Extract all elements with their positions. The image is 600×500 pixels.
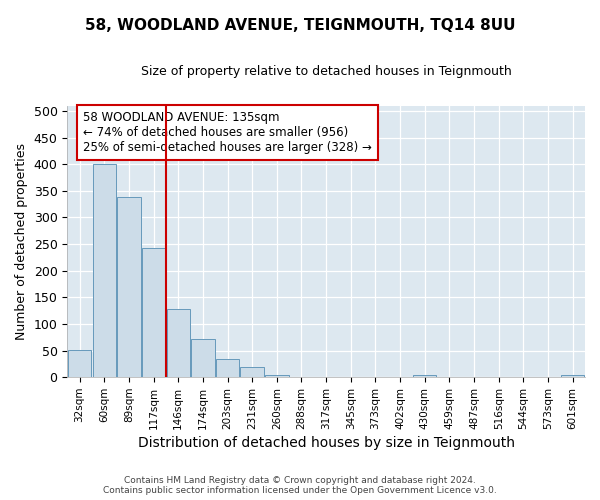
Bar bbox=[561, 374, 584, 377]
Text: 58 WOODLAND AVENUE: 135sqm
← 74% of detached houses are smaller (956)
25% of sem: 58 WOODLAND AVENUE: 135sqm ← 74% of deta… bbox=[83, 111, 371, 154]
Bar bbox=[167, 309, 190, 377]
Bar bbox=[117, 197, 140, 377]
Bar bbox=[216, 358, 239, 377]
Bar bbox=[265, 374, 289, 377]
Bar bbox=[92, 164, 116, 377]
Bar bbox=[68, 350, 91, 377]
X-axis label: Distribution of detached houses by size in Teignmouth: Distribution of detached houses by size … bbox=[137, 436, 515, 450]
Bar bbox=[142, 248, 165, 377]
Y-axis label: Number of detached properties: Number of detached properties bbox=[15, 143, 28, 340]
Bar bbox=[241, 366, 264, 377]
Text: Contains HM Land Registry data © Crown copyright and database right 2024.
Contai: Contains HM Land Registry data © Crown c… bbox=[103, 476, 497, 495]
Title: Size of property relative to detached houses in Teignmouth: Size of property relative to detached ho… bbox=[141, 65, 512, 78]
Bar bbox=[413, 374, 436, 377]
Text: 58, WOODLAND AVENUE, TEIGNMOUTH, TQ14 8UU: 58, WOODLAND AVENUE, TEIGNMOUTH, TQ14 8U… bbox=[85, 18, 515, 32]
Bar bbox=[191, 339, 215, 377]
